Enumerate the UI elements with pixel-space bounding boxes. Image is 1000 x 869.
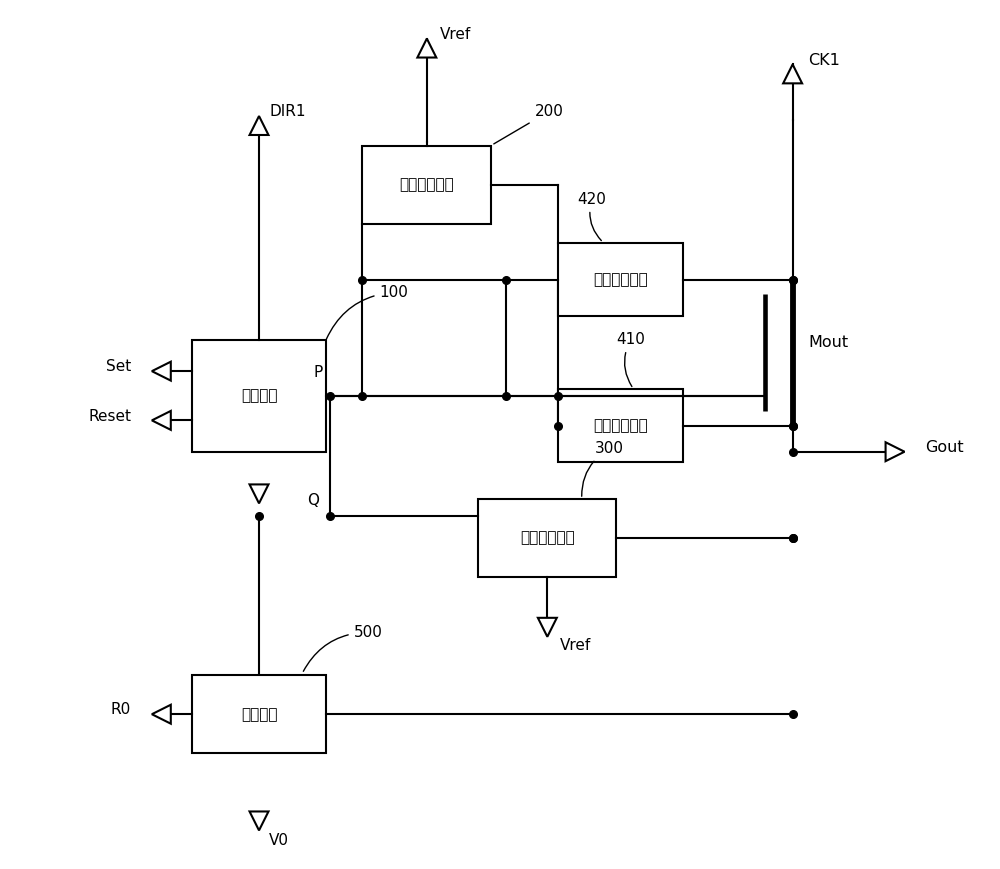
Text: 复位模块: 复位模块 <box>241 706 277 722</box>
Text: Mout: Mout <box>808 335 848 350</box>
Polygon shape <box>250 116 268 135</box>
FancyBboxPatch shape <box>192 675 326 753</box>
FancyBboxPatch shape <box>362 146 491 223</box>
Text: Q: Q <box>307 493 319 507</box>
Text: 100: 100 <box>326 285 408 339</box>
Polygon shape <box>152 705 171 724</box>
Text: DIR1: DIR1 <box>269 104 306 119</box>
Text: Vref: Vref <box>440 27 471 42</box>
FancyBboxPatch shape <box>478 499 616 576</box>
Polygon shape <box>250 484 268 503</box>
Text: V0: V0 <box>269 833 289 848</box>
Text: Vref: Vref <box>560 638 591 653</box>
Text: 410: 410 <box>616 332 645 387</box>
Text: P: P <box>313 365 323 381</box>
Polygon shape <box>417 38 436 57</box>
Text: Set: Set <box>106 360 131 375</box>
Text: 300: 300 <box>582 441 624 496</box>
Text: CK1: CK1 <box>808 53 840 68</box>
FancyBboxPatch shape <box>558 389 683 462</box>
Polygon shape <box>250 812 268 831</box>
Polygon shape <box>886 442 905 461</box>
FancyBboxPatch shape <box>192 340 326 452</box>
Text: 第二耦合模块: 第二耦合模块 <box>593 272 648 287</box>
FancyBboxPatch shape <box>558 243 683 316</box>
Text: 输入模块: 输入模块 <box>241 388 277 403</box>
Text: Reset: Reset <box>88 408 131 423</box>
Text: 420: 420 <box>577 192 606 241</box>
Polygon shape <box>538 618 557 637</box>
Text: 下拉控制模块: 下拉控制模块 <box>520 530 575 545</box>
Text: R0: R0 <box>111 702 131 718</box>
Polygon shape <box>152 362 171 381</box>
Text: 上拉控制模块: 上拉控制模块 <box>399 177 454 192</box>
Text: 200: 200 <box>494 104 563 144</box>
Polygon shape <box>783 64 802 83</box>
Text: 500: 500 <box>303 625 383 671</box>
Text: Gout: Gout <box>925 440 964 454</box>
Polygon shape <box>152 411 171 430</box>
Text: 第一耦合模块: 第一耦合模块 <box>593 418 648 434</box>
